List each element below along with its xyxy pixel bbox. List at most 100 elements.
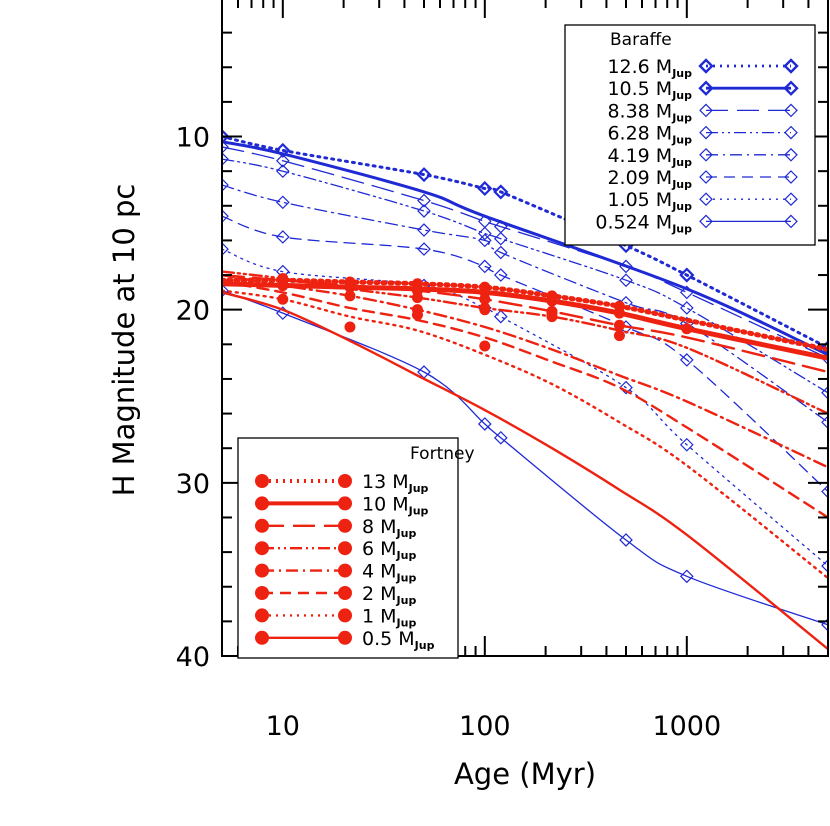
- legend-marker: [699, 214, 713, 229]
- data-point: [477, 417, 492, 431]
- data-point: [275, 230, 290, 244]
- data-point: [613, 319, 625, 331]
- data-point: [411, 309, 423, 321]
- data-point: [344, 279, 356, 291]
- series-fortney-12: [222, 273, 828, 469]
- data-point: [679, 285, 694, 300]
- data-point: [493, 245, 508, 260]
- data-point: [275, 142, 291, 158]
- legend-marker: [784, 125, 798, 140]
- data-point: [417, 223, 431, 237]
- data-point: [821, 385, 828, 400]
- legend-marker: [698, 80, 714, 96]
- legend-marker: [338, 496, 352, 511]
- data-point: [222, 209, 229, 224]
- legend-entry: 1 MJup: [255, 605, 416, 629]
- data-point: [493, 309, 508, 324]
- series-baraffe-3: [222, 152, 828, 400]
- data-point: [619, 273, 633, 288]
- legend-label: 0.524 MJup: [595, 211, 692, 235]
- legend-marker: [255, 496, 269, 511]
- y-tick-label: 20: [176, 296, 210, 327]
- data-point: [493, 268, 508, 282]
- legend-marker: [699, 103, 713, 118]
- legend-marker: [338, 586, 352, 600]
- data-point: [477, 259, 492, 274]
- legend-marker: [784, 103, 798, 118]
- legend-label: 10 MJup: [362, 493, 429, 517]
- series-line: [222, 291, 828, 651]
- data-point: [493, 231, 508, 246]
- series-line: [222, 140, 828, 357]
- data-point: [222, 152, 229, 166]
- x-tick-label: 1000: [652, 711, 721, 742]
- data-point: [222, 140, 229, 154]
- data-point: [493, 184, 509, 200]
- series-fortney-15: [222, 291, 828, 651]
- data-point: [679, 437, 694, 452]
- series-line: [222, 135, 828, 350]
- data-point: [477, 226, 492, 241]
- legend-marker: [784, 214, 798, 229]
- legend-label: 1 MJup: [362, 605, 416, 629]
- legend-entry: 0.524 MJup: [595, 211, 798, 235]
- x-tick-label: 10: [266, 711, 300, 742]
- legend-marker: [699, 170, 713, 184]
- legend-marker: [699, 147, 713, 162]
- x-tick-label: 100: [459, 711, 511, 742]
- series-line: [222, 273, 828, 469]
- plot-frame: [221, 0, 829, 657]
- data-point: [222, 242, 229, 256]
- data-point: [493, 430, 508, 445]
- data-point: [417, 242, 431, 256]
- series-line: [222, 146, 828, 359]
- legend-title: Baraffe: [610, 30, 672, 50]
- legend-marker: [255, 630, 269, 645]
- series-layer: [222, 128, 828, 651]
- legend-title: Fortney: [410, 444, 475, 464]
- data-point: [344, 321, 356, 333]
- data-point: [416, 167, 432, 183]
- legend-label: 4 MJup: [362, 561, 416, 585]
- series-line: [222, 270, 828, 415]
- x-axis-label: Age (Myr): [454, 757, 596, 791]
- series-line: [222, 289, 828, 626]
- legend-marker: [338, 563, 352, 578]
- data-point: [417, 193, 431, 208]
- data-point: [821, 559, 828, 573]
- legend-marker: [255, 586, 269, 600]
- series-line: [222, 184, 828, 423]
- series-line: [222, 280, 828, 519]
- data-point: [479, 304, 491, 316]
- data-point: [681, 323, 693, 335]
- data-point: [679, 569, 694, 584]
- data-point: [277, 279, 289, 291]
- data-point: [222, 283, 229, 298]
- data-point: [546, 295, 558, 307]
- data-point: [477, 180, 493, 197]
- data-point: [477, 233, 492, 248]
- data-point: [411, 292, 423, 304]
- legend-entry: 8.38 MJup: [607, 100, 798, 124]
- legend-marker: [699, 192, 713, 207]
- series-fortney-14: [222, 289, 828, 580]
- y-axis-label: H Magnitude at 10 pc: [107, 184, 141, 497]
- legend-marker: [338, 541, 352, 556]
- data-point: [679, 267, 695, 283]
- legend-marker: [255, 541, 269, 556]
- legend-marker: [784, 192, 798, 207]
- data-point: [222, 128, 230, 145]
- legend-marker: [255, 563, 269, 578]
- ticks-layer: 10 100 1000 10 20 30 40: [176, 0, 829, 742]
- legend-marker: [783, 58, 799, 74]
- data-point: [275, 153, 290, 168]
- legend-marker: [338, 474, 352, 488]
- legend-marker: [698, 58, 714, 74]
- data-point: [679, 301, 694, 315]
- data-point: [417, 204, 431, 218]
- data-point: [275, 164, 290, 179]
- data-point: [619, 533, 633, 547]
